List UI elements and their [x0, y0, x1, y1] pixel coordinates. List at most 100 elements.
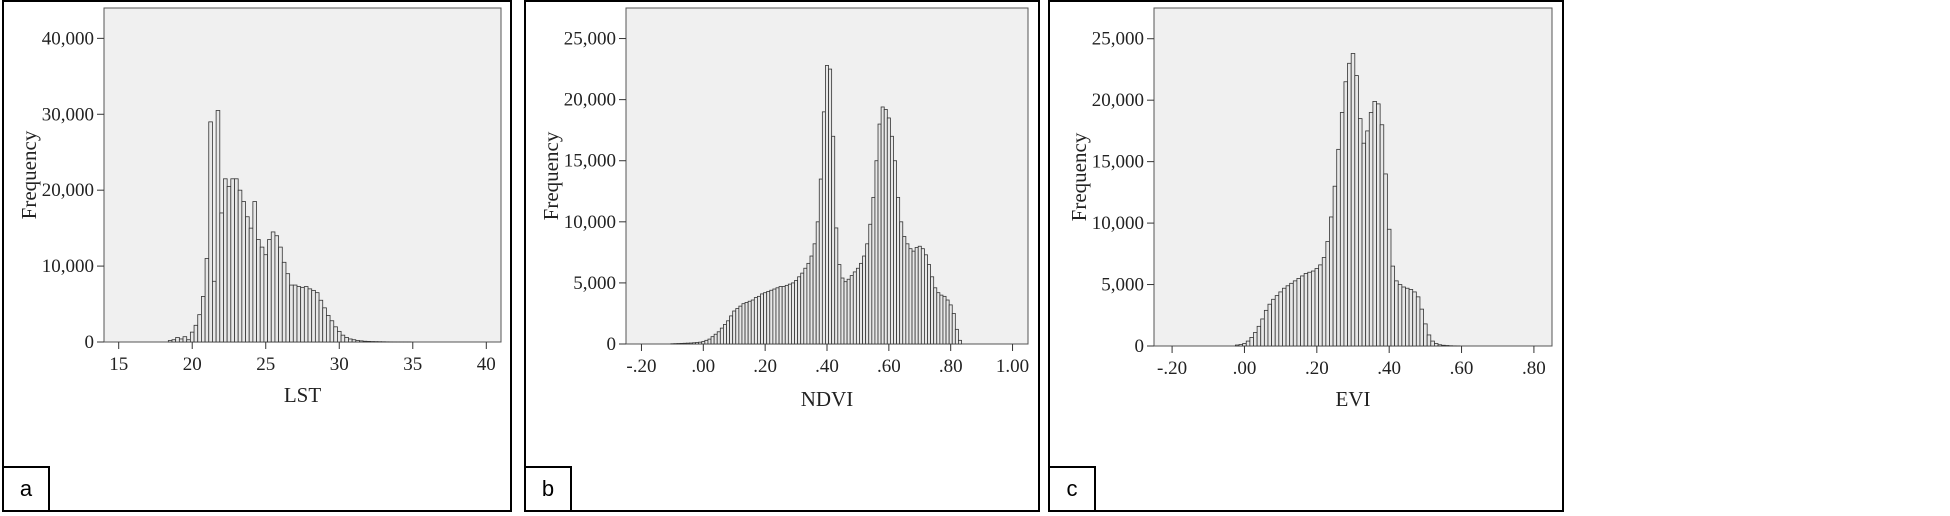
- histogram-bar: [1292, 280, 1298, 347]
- histogram-bar: [862, 255, 867, 345]
- histogram-bar: [899, 221, 904, 345]
- histogram-bar: [314, 292, 320, 343]
- histogram-bar: [329, 320, 335, 343]
- histogram-bar: [695, 342, 700, 345]
- histogram-bar: [710, 336, 715, 345]
- histogram-bar: [902, 236, 907, 345]
- y-axis-label: Frequency: [17, 130, 41, 219]
- histogram-bar: [1325, 241, 1330, 347]
- histogram-bar: [757, 295, 761, 345]
- histogram-bar: [344, 337, 349, 343]
- histogram-bar: [688, 342, 693, 345]
- histogram-bar: [307, 288, 313, 343]
- histogram-bar: [189, 331, 195, 343]
- histogram-bar: [1339, 112, 1345, 347]
- histogram-bar: [1401, 286, 1406, 347]
- histogram-bar: [1310, 270, 1316, 347]
- histogram-bar: [1274, 295, 1280, 347]
- x-tick-label: 30: [330, 354, 349, 375]
- x-tick-label: .00: [1233, 358, 1257, 379]
- y-tick-label: 10,000: [564, 212, 616, 233]
- histogram-bar: [769, 289, 774, 345]
- histogram-bar: [300, 286, 305, 343]
- histogram-bar: [1358, 118, 1363, 347]
- y-tick-label: 5,000: [1101, 275, 1144, 296]
- panel-letter-c: c: [1050, 466, 1096, 510]
- histogram-bar: [840, 277, 845, 345]
- histogram-bar: [1263, 309, 1269, 347]
- histogram-bar: [760, 293, 765, 345]
- x-tick-label: .20: [753, 356, 777, 377]
- histogram-bar: [846, 278, 851, 345]
- histogram-bar: [809, 255, 814, 345]
- plot-area: [103, 7, 502, 343]
- histogram-bar: [945, 299, 950, 345]
- histogram-bar: [1386, 228, 1392, 347]
- histogram-bar: [911, 250, 916, 345]
- histogram-bar: [812, 243, 817, 345]
- histogram-bar: [1437, 344, 1443, 347]
- histogram-bar: [292, 284, 298, 343]
- histogram-bar: [713, 333, 718, 345]
- histogram-bar: [1430, 340, 1435, 347]
- histogram-bar: [865, 243, 870, 345]
- histogram-bar: [1423, 323, 1428, 347]
- y-tick-label: 15,000: [1092, 152, 1144, 173]
- x-tick-label: .60: [1450, 358, 1474, 379]
- histogram-bar: [958, 339, 962, 345]
- histogram-bar: [1397, 284, 1403, 347]
- histogram-bar: [219, 212, 224, 343]
- histogram-bar: [270, 231, 276, 343]
- histogram-bar: [267, 239, 272, 343]
- histogram-bar: [924, 254, 928, 345]
- histogram-bar: [936, 292, 941, 345]
- histogram-bar: [942, 295, 947, 345]
- histogram-bar: [230, 178, 235, 343]
- histogram-bar: [726, 320, 730, 345]
- histogram-bar: [1253, 332, 1258, 347]
- histogram-bar: [828, 68, 833, 345]
- y-tick-label: 0: [85, 332, 95, 353]
- histogram-bar: [685, 342, 690, 345]
- histogram-bar: [1260, 318, 1265, 347]
- histogram-bar: [1238, 344, 1244, 347]
- histogram-bar: [896, 196, 901, 345]
- histogram-bar: [245, 216, 250, 343]
- histogram-bar: [289, 284, 294, 343]
- histogram-bar: [692, 342, 696, 345]
- histogram-bar: [340, 334, 346, 343]
- histogram-bar: [1285, 285, 1291, 347]
- histogram-bar: [781, 286, 786, 345]
- histogram-bar: [1300, 275, 1305, 347]
- y-axis-label: Frequency: [539, 131, 563, 220]
- histogram-bar: [948, 304, 953, 345]
- histogram-bar: [803, 267, 808, 345]
- histogram-bar: [241, 201, 246, 343]
- histogram-bar: [766, 291, 771, 345]
- histogram-bar: [171, 339, 177, 343]
- histogram-bar: [772, 288, 777, 345]
- histogram-bar: [1441, 344, 1446, 347]
- histogram-bar: [837, 264, 842, 345]
- histogram-bar: [259, 246, 265, 343]
- histogram-bar: [1278, 291, 1283, 347]
- histogram-bar: [1408, 289, 1414, 347]
- histogram-bar: [1271, 298, 1276, 347]
- histogram-bar: [818, 178, 823, 345]
- histogram-bar: [939, 294, 944, 345]
- histogram-bar: [281, 261, 287, 343]
- y-axis-label: Frequency: [1067, 132, 1091, 221]
- histogram-bar: [325, 315, 331, 343]
- histogram-bar: [800, 272, 805, 345]
- histogram-bar: [880, 106, 885, 345]
- histogram-bar: [285, 273, 291, 343]
- histogram-bar: [1249, 336, 1254, 347]
- histogram-bar: [1383, 173, 1388, 347]
- histogram-bar: [893, 160, 897, 345]
- histogram-bar: [1314, 268, 1320, 347]
- y-tick-label: 15,000: [564, 151, 616, 172]
- histogram-bar: [914, 247, 919, 345]
- histogram-bar: [296, 286, 302, 343]
- histogram-bar: [1336, 148, 1341, 347]
- ndvi-histogram-chart: 0 5,000 10,000 15,000 20,000 25,000 -.20 .00 .20…: [539, 7, 1029, 411]
